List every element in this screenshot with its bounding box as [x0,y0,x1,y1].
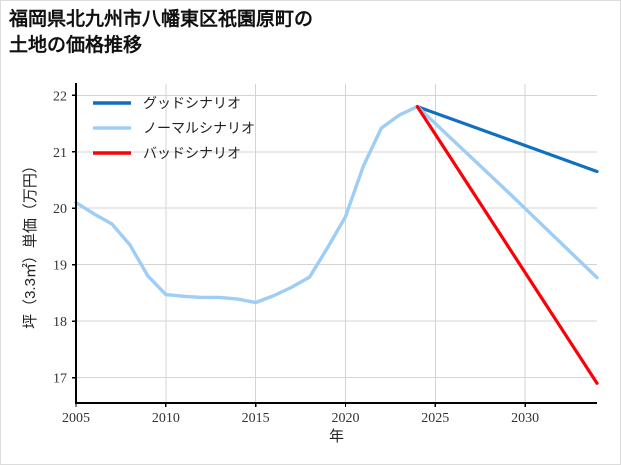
series-line-グッドシナリオ [415,104,599,174]
y-tick-label: 22 [53,89,67,104]
x-axis-title: 年 [329,428,344,445]
x-tick-label: 2030 [511,411,539,426]
x-tick-label: 2020 [331,411,359,426]
legend-label-バッドシナリオ: バッドシナリオ [143,145,241,161]
y-tick-label: 21 [53,146,67,161]
y-tick-label: 20 [53,202,67,217]
legend-label-ノーマルシナリオ: ノーマルシナリオ [143,120,255,136]
legend-label-グッドシナリオ: グッドシナリオ [143,95,241,111]
y-axis-title: 坪（3.3㎡）単価（万円） [22,158,39,329]
series-lines [74,104,599,385]
page-title: 福岡県北九州市八幡東区祇園原町の 土地の価格推移 [9,9,314,57]
y-tick-label: 17 [53,372,67,387]
series-line-ノーマルシナリオ [74,104,599,305]
y-tick-label: 18 [53,315,67,330]
y-tick-label: 19 [53,259,67,274]
x-tick-label: 2025 [421,411,449,426]
axes [72,83,597,407]
axis-titles: 年 坪（3.3㎡）単価（万円） [22,158,344,445]
x-tick-label: 2010 [152,411,180,426]
series-line-バッドシナリオ [415,104,599,385]
x-tick-label: 2015 [242,411,270,426]
tick-labels: 17 18 19 20 21 22 2005 2010 2015 2020 2025 2030 [53,89,539,426]
x-tick-label: 2005 [62,411,90,426]
